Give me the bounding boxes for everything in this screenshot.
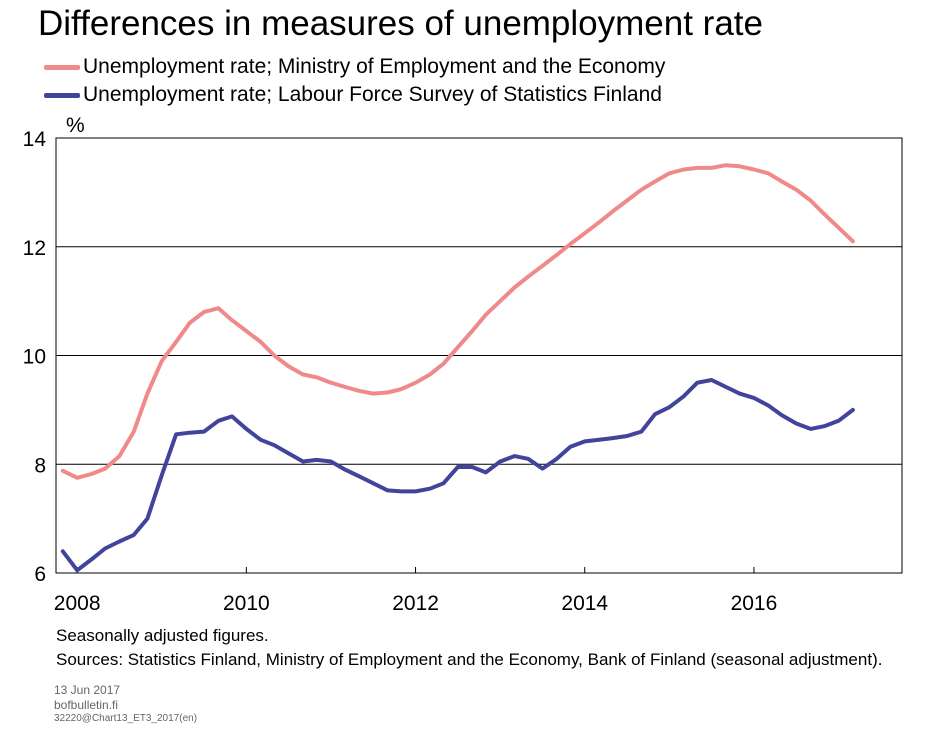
x-tick-label-2010: 2010 xyxy=(223,592,270,615)
series-line-ministry xyxy=(60,163,855,480)
legend-label-ministry: Unemployment rate; Ministry of Employmen… xyxy=(83,55,666,78)
y-axis-label: % xyxy=(66,114,85,137)
footer-date: 13 Jun 2017 xyxy=(54,683,121,697)
plot-frame xyxy=(55,137,903,574)
note-sources: Sources: Statistics Finland, Ministry of… xyxy=(56,650,883,669)
note-seasonal: Seasonally adjusted figures. xyxy=(56,626,269,645)
legend-item-lfs: Unemployment rate; Labour Force Survey o… xyxy=(44,82,662,108)
y-tick-label-6: 6 xyxy=(34,563,46,586)
chart-title: Differences in measures of unemployment … xyxy=(38,4,763,43)
x-tick-label-2016: 2016 xyxy=(731,592,778,615)
legend-swatch-ministry xyxy=(44,64,80,70)
x-tick-label-2008: 2008 xyxy=(54,592,101,615)
footer-site: bofbulletin.fi xyxy=(54,698,119,712)
y-tick-label-10: 10 xyxy=(23,346,46,369)
legend-item-ministry: Unemployment rate; Ministry of Employmen… xyxy=(44,54,665,80)
footer-code: 32220@Chart13_ET3_2017(en) xyxy=(54,713,198,724)
legend-swatch-lfs xyxy=(44,92,80,98)
y-tick-label-8: 8 xyxy=(34,454,46,477)
x-tick-label-2014: 2014 xyxy=(561,592,608,615)
x-tick-label-2012: 2012 xyxy=(392,592,439,615)
y-tick-label-14: 14 xyxy=(23,128,47,151)
series-line-lfs xyxy=(60,378,855,573)
legend-label-lfs: Unemployment rate; Labour Force Survey o… xyxy=(83,83,662,106)
y-tick-label-12: 12 xyxy=(23,237,46,260)
